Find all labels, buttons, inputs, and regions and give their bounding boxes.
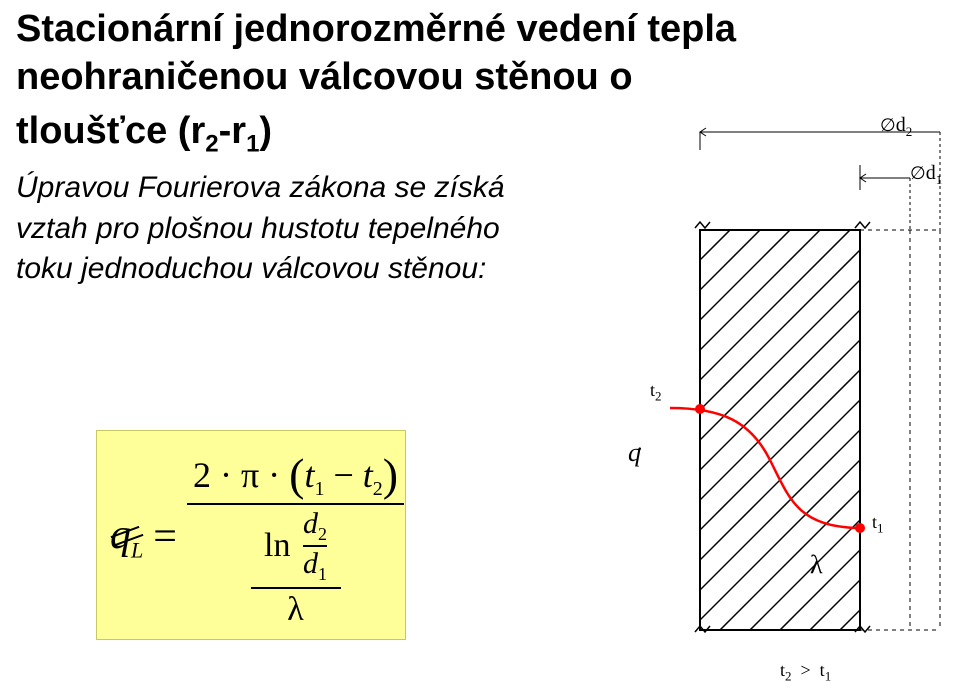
body-line-2: vztah pro plošnou hustotu tepelného (16, 212, 500, 245)
body-text: Úpravou Fourierova zákona se získá vztah… (16, 168, 505, 290)
subtitle-pre: tloušťce (r (16, 110, 205, 152)
sub1: 1 (825, 669, 832, 684)
t1-sub: 1 (314, 478, 324, 500)
num-2: 2 (193, 455, 211, 495)
fraction-bar (251, 587, 341, 589)
d2-sub: 2 (318, 524, 327, 544)
diameter-icon: ∅ (910, 163, 926, 183)
d-sym: d (303, 547, 318, 580)
denom-num: ln d2 d1 (251, 507, 341, 585)
t1-label: t1 (872, 512, 884, 537)
formula-lhs: qL (110, 511, 143, 563)
dot-op: · (220, 455, 232, 495)
body-line-3: toku jednoduchou válcovou stěnou: (16, 252, 486, 285)
sub2: 2 (785, 669, 792, 684)
lambda: λ (251, 591, 341, 629)
d-fraction: d2 d1 (303, 507, 327, 585)
paren-open: ( (289, 449, 304, 500)
t1-sub: 1 (877, 521, 884, 536)
d2: d2 (303, 507, 327, 545)
subtitle: tloušťce (r2-r1) (16, 110, 272, 159)
pi: π (241, 455, 259, 495)
minus-op: − (333, 455, 353, 495)
t2-var: t (363, 455, 373, 495)
d2-sub: 2 (906, 124, 913, 139)
d-sym: d (896, 114, 906, 136)
d2-dim-label: ∅d2 (880, 114, 912, 140)
diameter-icon: ∅ (880, 115, 896, 135)
d-sym: d (926, 162, 936, 184)
d-sym: d (303, 507, 318, 540)
subtitle-sub2: 1 (246, 131, 259, 158)
t2-sub: 2 (373, 478, 383, 500)
d1-dim-label: ∅d1 (910, 162, 942, 188)
page-title: Stacionární jednorozměrné vedení tepla n… (16, 6, 939, 101)
gt-sign: > (801, 660, 811, 680)
t2-sub: 2 (655, 389, 662, 404)
paren-close: ) (383, 449, 398, 500)
denom-fraction: ln d2 d1 λ (251, 507, 341, 629)
ln: ln (264, 527, 290, 565)
d1: d1 (303, 547, 327, 585)
inequality-label: t2 > t1 (780, 660, 831, 685)
formula: qL = 2 · π · (t1 − t2) ln d2 (110, 445, 410, 629)
lambda-label: λ (810, 550, 823, 580)
body-line-1: Úpravou Fourierova zákona se získá (16, 171, 505, 204)
subtitle-sub1: 2 (205, 131, 218, 158)
d1-sub: 1 (318, 564, 327, 584)
fraction-bar (187, 503, 404, 505)
wall-diagram: ∅d2 ∅d1 t2 t1 λ .q t2 > t1 (610, 120, 950, 680)
qdot-label: .q (628, 438, 641, 468)
dot-op: · (268, 455, 280, 495)
title-line-1: Stacionární jednorozměrné vedení tepla (16, 8, 736, 50)
title-line-2: neohraničenou válcovou stěnou o (16, 56, 633, 98)
t2-label: t2 (650, 380, 662, 405)
formula-q-sub: L (131, 537, 143, 562)
d1-sub: 1 (936, 172, 943, 187)
subtitle-mid: -r (219, 110, 246, 152)
formula-fraction: 2 · π · (t1 − t2) ln d2 d1 (187, 445, 404, 629)
t1-var: t (304, 455, 314, 495)
equals-sign: = (153, 513, 177, 561)
formula-denominator: ln d2 d1 λ (187, 507, 404, 629)
subtitle-post: ) (259, 110, 272, 152)
formula-numerator: 2 · π · (t1 − t2) (187, 445, 404, 501)
